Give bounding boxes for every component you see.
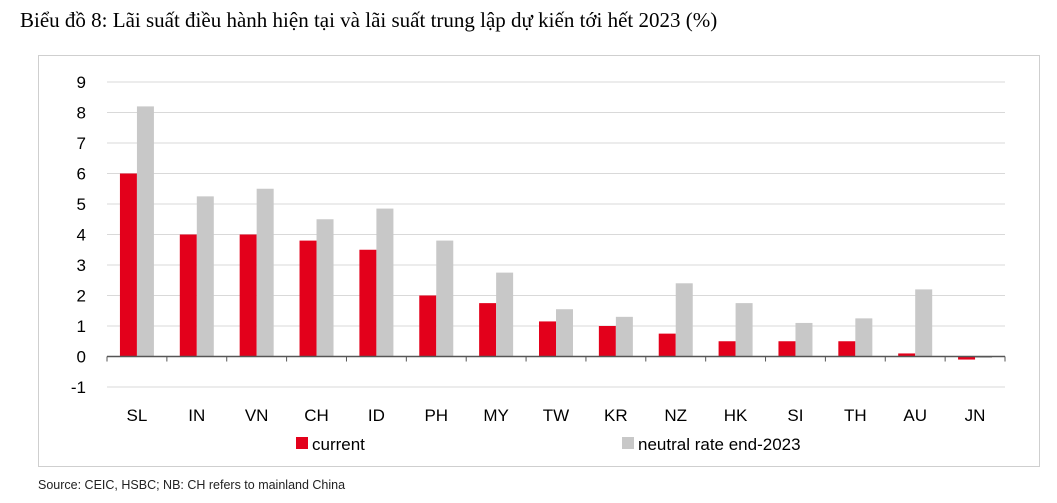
y-tick-label: 0 [77,348,86,367]
bar-neutral-ch [316,219,334,357]
y-tick-label: 5 [77,195,86,214]
bar-neutral-tw [556,309,573,357]
bar-current-id [359,249,377,357]
bar-current-ph [419,295,437,357]
bar-current-in [179,234,197,357]
bar-neutral-ph [436,240,454,357]
y-tick-label: 2 [77,287,86,306]
bar-neutral-my [496,272,514,357]
y-tick-label: 9 [77,73,86,92]
bar-neutral-kr [615,316,633,357]
bar-neutral-nz [675,283,693,357]
x-tick-label: SL [127,406,148,425]
bar-current-vn [239,234,257,357]
legend-swatch-current [296,437,308,449]
bar-current-kr [598,326,616,357]
legend-swatch-neutral [622,437,634,449]
bar-neutral-th [855,318,873,357]
bar-current-th [838,341,856,357]
chart-title: Biểu đồ 8: Lãi suất điều hành hiện tại v… [20,8,718,32]
bar-current-jn [958,356,976,360]
x-tick-label: AU [903,406,927,425]
x-tick-label: NZ [664,406,687,425]
x-tick-label: PH [424,406,448,425]
x-tick-label: IN [188,406,205,425]
bar-neutral-hk [735,303,753,357]
bar-current-tw [539,321,556,357]
chart-source: Source: CEIC, HSBC; NB: CH refers to mai… [38,478,346,492]
x-tick-label: SI [787,406,803,425]
bar-neutral-si [795,322,813,357]
bar-current-nz [658,333,676,357]
chart-frame [38,55,1040,467]
y-tick-label: 4 [77,226,86,245]
y-tick-label: 8 [77,104,86,123]
y-tick-label: 7 [77,134,86,153]
bar-neutral-id [376,208,394,357]
bar-current-hk [718,341,736,357]
y-tick-label: 6 [77,165,86,184]
bar-neutral-au [915,289,933,357]
y-tick-label: -1 [71,378,86,397]
y-tick-label: 1 [77,317,86,336]
legend-label-current: current [312,435,365,454]
x-tick-label: CH [304,406,329,425]
bar-neutral-sl [136,106,154,357]
bar-current-sl [119,173,137,357]
bar-neutral-vn [256,188,274,357]
bar-current-au [898,353,916,357]
bar-current-si [778,341,796,357]
bar-neutral-in [196,196,214,357]
x-tick-label: HK [724,406,748,425]
x-tick-label: JN [965,406,986,425]
bar-current-my [479,303,497,357]
x-tick-label: VN [245,406,269,425]
bar-current-ch [299,240,317,357]
x-tick-label: ID [368,406,385,425]
y-tick-label: 3 [77,256,86,275]
x-tick-label: KR [604,406,628,425]
x-tick-label: TH [844,406,867,425]
legend-label-neutral: neutral rate end-2023 [638,435,801,454]
x-tick-label: MY [483,406,509,425]
x-tick-label: TW [543,406,569,425]
